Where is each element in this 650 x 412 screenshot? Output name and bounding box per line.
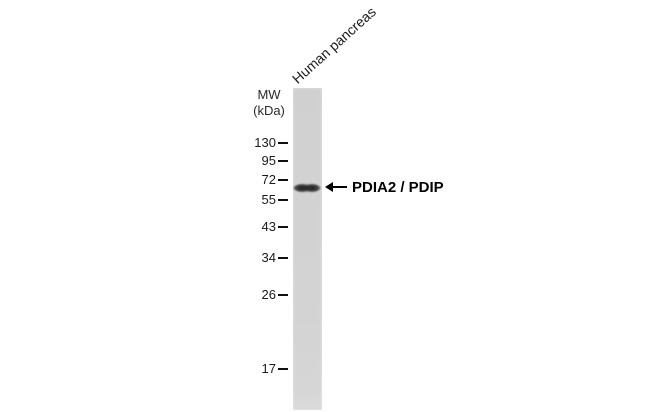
mw-marker-value: 130 [254,135,276,150]
arrow-shaft [331,186,347,188]
mw-marker-tick [278,179,288,181]
mw-axis-title-line2: (kDa) [253,103,285,118]
band-arrow-icon [325,181,347,193]
mw-marker-tick [278,199,288,201]
protein-band [293,183,321,193]
gel-lane [293,88,322,410]
mw-marker-55: 55 [240,192,288,208]
mw-marker-tick [278,368,288,370]
mw-marker-value: 17 [261,361,276,376]
mw-marker-26: 26 [240,287,288,303]
mw-marker-tick [278,142,288,144]
mw-marker-tick [278,257,288,259]
mw-marker-tick [278,160,288,162]
arrow-head [325,182,333,192]
mw-marker-72: 72 [240,172,288,188]
mw-marker-tick [278,226,288,228]
mw-marker-value: 55 [261,192,276,207]
mw-marker-tick [278,294,288,296]
mw-marker-value: 34 [261,250,276,265]
mw-marker-43: 43 [240,219,288,235]
mw-marker-34: 34 [240,250,288,266]
mw-marker-17: 17 [240,361,288,377]
mw-marker-value: 95 [261,153,276,168]
band-annotation-label: PDIA2 / PDIP [352,179,444,196]
mw-axis-title: MW (kDa) [238,87,300,119]
mw-marker-value: 43 [261,219,276,234]
mw-marker-value: 26 [261,287,276,302]
mw-marker-130: 130 [240,135,288,151]
sample-label: Human pancreas [288,3,379,87]
mw-marker-value: 72 [261,172,276,187]
mw-axis-title-line1: MW [257,87,281,102]
mw-marker-95: 95 [240,153,288,169]
